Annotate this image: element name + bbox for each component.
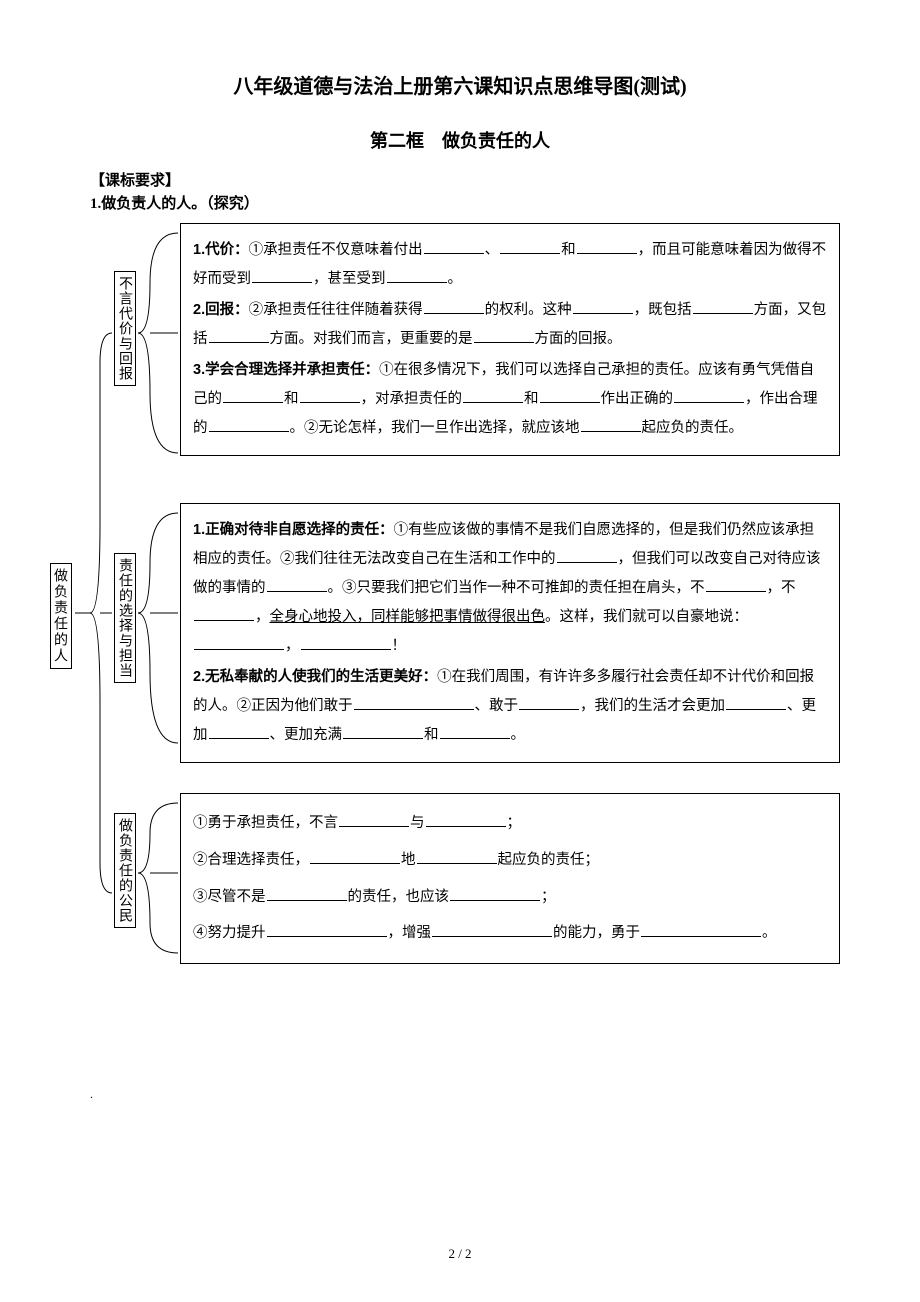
s1-p2-t1: ②承担责任往往伴随着获得 [249, 302, 423, 318]
s3-l3-t3: ； [541, 889, 556, 905]
s1-p3-t3: ，对承担责任的 [361, 391, 463, 407]
blank[interactable] [474, 329, 534, 344]
s1-p1-t1: ①承担责任不仅意味着付出 [249, 242, 423, 258]
blank[interactable] [577, 240, 637, 255]
blank[interactable] [463, 389, 523, 404]
s1-p2-t6: 方面的回报。 [535, 331, 622, 347]
s1-p3-head: 3.学会合理选择并承担责任： [193, 362, 379, 378]
s3-l1-t2: 与 [410, 815, 425, 831]
content-box-2: 1.正确对待非自愿选择的责任：①有些应该做的事情不是我们自愿选择的，但是我们仍然… [180, 503, 840, 763]
s2-p1-t6: 。这样，我们就可以自豪地说： [545, 609, 748, 625]
s2-p2-t2: 、敢于 [475, 698, 519, 714]
blank[interactable] [223, 389, 283, 404]
blank[interactable] [500, 240, 560, 255]
s3-l4-t4: 。 [762, 925, 777, 941]
page-number: 2 / 2 [0, 1246, 920, 1262]
blank[interactable] [432, 923, 552, 938]
s1-p2-head: 2.回报： [193, 302, 249, 318]
blank[interactable] [726, 696, 786, 711]
s2-p1-head: 1.正确对待非自愿选择的责任： [193, 522, 394, 538]
blank[interactable] [424, 240, 484, 255]
blank[interactable] [354, 696, 474, 711]
blank[interactable] [519, 696, 579, 711]
blank[interactable] [557, 549, 617, 564]
s1-p2-t3: ，既包括 [634, 302, 692, 318]
s2-p2-t3: ，我们的生活才会更加 [580, 698, 725, 714]
s3-l3-t1: ③尽管不是 [193, 889, 266, 905]
s2-p1-t5: ， [255, 609, 270, 625]
s3-l2-t1: ②合理选择责任， [193, 852, 309, 868]
s1-p1-head: 1.代价： [193, 242, 249, 258]
blank[interactable] [674, 389, 744, 404]
s1-p1-t5: ，甚至受到 [313, 271, 386, 287]
blank[interactable] [267, 578, 327, 593]
blank[interactable] [417, 849, 497, 864]
blank[interactable] [267, 923, 387, 938]
s1-p2-t2: 的权利。这种 [485, 302, 572, 318]
s3-l4-t1: ④努力提升 [193, 925, 266, 941]
s1-p1-t6: 。 [448, 271, 463, 287]
blank[interactable] [209, 329, 269, 344]
requirement-label: 【课标要求】 [90, 169, 830, 190]
blank[interactable] [194, 636, 284, 651]
blank[interactable] [540, 389, 600, 404]
s3-l3-t2: 的责任，也应该 [348, 889, 450, 905]
blank[interactable] [641, 923, 761, 938]
blank[interactable] [267, 886, 347, 901]
s3-l2-t3: 起应负的责任； [498, 852, 600, 868]
s3-l2-t2: 地 [401, 852, 416, 868]
s2-p2-head: 2.无私奉献的人使我们的生活更美好： [193, 669, 437, 685]
s1-p3-t5: 作出正确的 [601, 391, 674, 407]
blank[interactable] [301, 636, 391, 651]
blank[interactable] [387, 269, 447, 284]
s1-p3-t2: 和 [284, 391, 299, 407]
blank[interactable] [573, 300, 633, 315]
s2-p1-t4: ，不 [767, 580, 796, 596]
blank[interactable] [209, 418, 289, 433]
s1-p2-t5: 方面。对我们而言，更重要的是 [270, 331, 473, 347]
blank[interactable] [706, 578, 766, 593]
blank[interactable] [209, 725, 269, 740]
blank[interactable] [339, 813, 409, 828]
blank[interactable] [450, 886, 540, 901]
blank[interactable] [424, 300, 484, 315]
content-box-3: ①勇于承担责任，不言 与 ； ②合理选择责任， 地 起应负的责任； ③尽管不是 的责任，也… [180, 793, 840, 964]
s1-p3-t8: 起应负的责任。 [642, 420, 744, 436]
s1-p1-t2: 、 [485, 242, 500, 258]
blank[interactable] [440, 725, 510, 740]
s3-l4-t3: 的能力，勇于 [553, 925, 640, 941]
page-title: 八年级道德与法治上册第六课知识点思维导图(测试) [90, 70, 830, 99]
brace-connectors [50, 223, 180, 983]
mind-map-diagram: 做负责任的人 不言代价与回报 1.代价：①承担责任不仅意味着付出、和，而且可能意… [50, 223, 830, 983]
requirement-line: 1.做负责人的人。（探究） [90, 192, 830, 213]
s2-p2-t5: 、更加充满 [270, 727, 343, 743]
content-box-1: 1.代价：①承担责任不仅意味着付出、和，而且可能意味着因为做得不好而受到，甚至受… [180, 223, 840, 456]
blank[interactable] [194, 607, 254, 622]
blank[interactable] [343, 725, 423, 740]
s2-p2-t6: 和 [424, 727, 439, 743]
s2-p2-t7: 。 [511, 727, 526, 743]
blank[interactable] [426, 813, 506, 828]
s3-l1-t3: ； [507, 815, 522, 831]
blank[interactable] [310, 849, 400, 864]
blank[interactable] [252, 269, 312, 284]
s2-p1-underline: 全身心地投入，同样能够把事情做得很出色 [270, 609, 546, 625]
s1-p3-t7: 。②无论怎样，我们一旦作出选择，就应该地 [290, 420, 580, 436]
s3-l1-t1: ①勇于承担责任，不言 [193, 815, 338, 831]
s3-l4-t2: ，增强 [388, 925, 432, 941]
blank[interactable] [581, 418, 641, 433]
s2-p1-t8: ！ [392, 638, 407, 654]
section-subtitle: 第二框 做负责任的人 [90, 127, 830, 153]
blank[interactable] [693, 300, 753, 315]
s1-p3-t4: 和 [524, 391, 539, 407]
blank[interactable] [300, 389, 360, 404]
s1-p1-t3: 和 [561, 242, 576, 258]
s2-p1-t7: ， [285, 638, 300, 654]
footnote-dot: . [90, 1087, 93, 1102]
s2-p1-t3: 。③只要我们把它们当作一种不可推卸的责任担在肩头，不 [328, 580, 705, 596]
